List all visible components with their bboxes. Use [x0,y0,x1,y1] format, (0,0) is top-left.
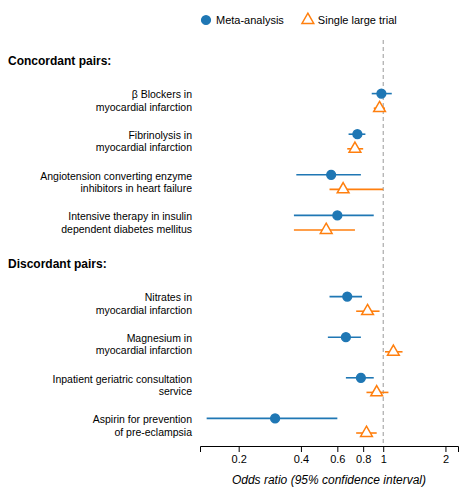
row-label: Intensive therapy in insulindependent di… [61,210,192,235]
x-tick-mark [363,446,364,452]
row-label: Aspirin for preventionof pre-eclampsia [93,413,192,438]
legend-symbol [202,16,211,25]
row-label-line: Aspirin for prevention [93,413,192,425]
chart: 0.2 0.4 0.6 0.8 1 2 Odds ratio (95% confidence… [0,0,474,494]
x-tick-label: 0.2 [232,453,247,465]
x-tick: 0.8 [356,446,371,465]
ci-line [330,189,384,191]
plot: 0.2 0.4 0.6 0.8 1 2 [201,446,459,465]
point [333,211,342,220]
row-label-line: Magnesium in [127,332,193,344]
point [387,345,399,355]
section-title: Discordant pairs: [8,257,107,271]
row-label-line: Fibrinolysis in [128,129,192,141]
row-label: Fibrinolysis inmyocardial infarction [96,129,192,154]
legend-label: Meta-analysis [216,14,284,26]
row-label-line: inhibitors in heart failure [81,182,193,194]
row-label-line: myocardial infarction [96,101,192,113]
row-label-line: myocardial infarction [96,141,192,153]
row-label-line: of pre-eclampsia [114,426,192,438]
point [362,304,374,314]
x-axis: 0.2 0.4 0.6 0.8 1 2 [201,446,459,465]
x-tick-mark [445,446,446,452]
row-label-line: myocardial infarction [96,304,192,316]
row-label-line: Inpatient geriatric consultation [53,373,193,385]
x-tick-mark [239,446,240,452]
x-tick-mark [383,446,384,452]
x-tick-label: 2 [443,453,449,465]
x-tick: 0.6 [330,446,345,465]
x-tick-label: 0.8 [356,453,371,465]
row-label: Magnesium inmyocardial infarction [96,332,192,357]
marks [207,40,403,446]
point [320,223,332,233]
row-label-line: myocardial infarction [96,344,192,356]
point [374,101,386,111]
x-tick: 0.4 [294,446,309,465]
point [371,386,383,396]
point [271,414,280,423]
legend-item: Single large trial [302,13,397,26]
point [337,183,349,193]
legend: Meta-analysis Single large trial [202,13,397,26]
point [361,426,373,436]
row-label: Angiotension converting enzymeinhibitors… [40,170,192,195]
point [357,373,366,382]
point [353,130,362,139]
point [377,89,386,98]
point [343,292,352,301]
row-label: Inpatient geriatric consultationservice [53,373,193,398]
x-tick-label: 1 [381,453,387,465]
row-label-line: β Blockers in [132,88,192,100]
x-tick-mark [301,446,302,452]
marks-inner [207,40,403,446]
point [349,142,361,152]
x-tick: 0.2 [232,446,247,465]
row-label-line: Angiotension converting enzyme [40,170,192,182]
row-label-line: service [159,385,192,397]
section-title: Concordant pairs: [8,54,111,68]
row-label: Nitrates inmyocardial infarction [96,291,192,316]
point [342,333,351,342]
legend-label: Single large trial [318,14,397,26]
legend-symbol [302,13,314,23]
x-axis-line [201,447,459,453]
reference-line [383,40,384,446]
x-tick: 2 [443,446,449,465]
legend-item: Meta-analysis [202,14,285,26]
row-label-line: Nitrates in [145,291,192,303]
x-tick-label: 0.6 [330,453,345,465]
x-axis-title: Odds ratio (95% confidence interval) [232,473,426,487]
x-tick: 1 [381,446,387,465]
row-label-line: Intensive therapy in insulin [68,210,192,222]
x-tick-mark [337,446,338,452]
row-label: β Blockers inmyocardial infarction [96,88,192,112]
point [327,170,336,179]
x-tick-label: 0.4 [294,453,309,465]
row-label-line: dependent diabetes mellitus [61,223,192,235]
